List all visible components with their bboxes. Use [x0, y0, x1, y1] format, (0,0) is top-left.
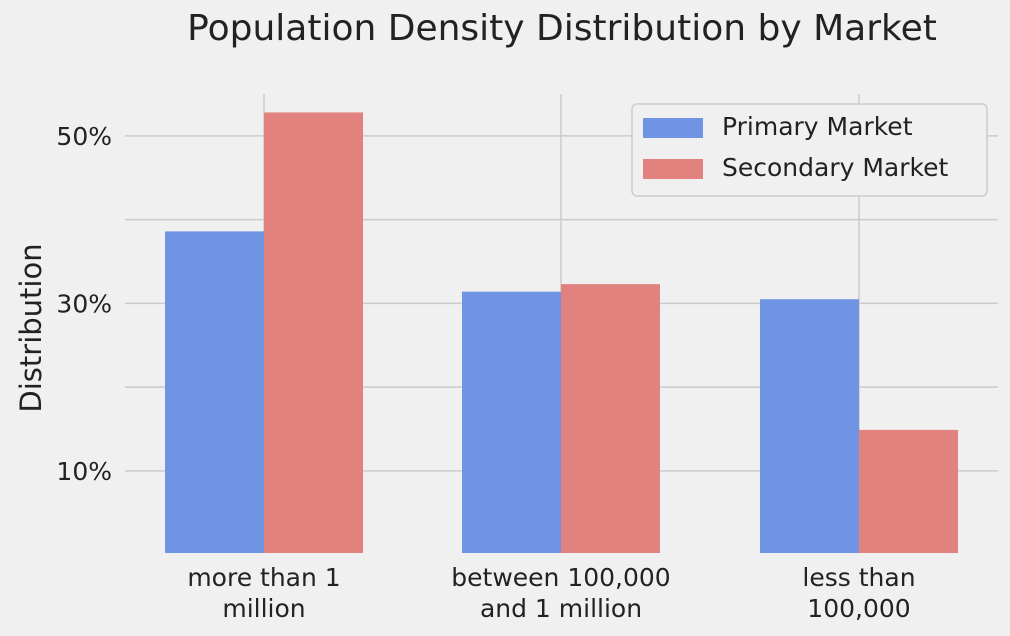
- bars: [165, 112, 958, 554]
- x-tick-label: more than 1 million: [187, 563, 340, 623]
- legend-swatch-0: [643, 118, 703, 138]
- y-axis-label: Distribution: [14, 243, 48, 412]
- bar-primary-1: [462, 291, 561, 553]
- legend-box: [631, 103, 988, 197]
- legend-label-1: Secondary Market: [722, 153, 948, 182]
- legend-swatch-1: [643, 159, 703, 179]
- x-tick-label: between 100,000 and 1 million: [451, 563, 670, 623]
- x-tick-label: less than 100,000: [802, 563, 915, 623]
- bar-secondary-0: [264, 112, 363, 554]
- y-tick-labels: 10% 30% 50%: [56, 122, 112, 486]
- y-tick-label: 50%: [56, 122, 112, 151]
- bar-secondary-1: [561, 284, 660, 553]
- legend-label-0: Primary Market: [722, 112, 913, 141]
- legend: Primary Market Secondary Market: [631, 103, 988, 197]
- y-tick-label: 10%: [56, 457, 112, 486]
- bar-secondary-2: [859, 429, 958, 553]
- y-tick-label: 30%: [56, 289, 112, 318]
- bar-primary-2: [760, 299, 859, 553]
- chart-title: Population Density Distribution by Marke…: [187, 8, 937, 49]
- bar-primary-0: [165, 231, 264, 553]
- x-tick-labels: more than 1 million between 100,000 and 1 m…: [187, 563, 915, 623]
